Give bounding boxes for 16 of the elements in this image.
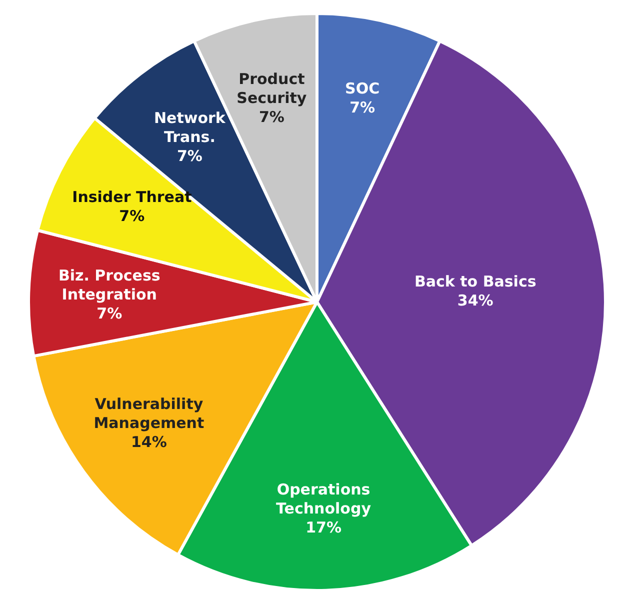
slice-label: Biz. Process Integration — [58, 266, 160, 304]
data-label: 7% — [258, 108, 284, 126]
slice-label: Insider Threat — [72, 188, 192, 206]
slice-label: Network Trans. — [154, 108, 226, 146]
data-label: 7% — [119, 207, 145, 226]
data-label: 7% — [96, 304, 122, 322]
slice-label: Vulnerability Management — [94, 394, 204, 432]
data-label: 14% — [131, 432, 167, 451]
slice-label: Operations Technology — [276, 480, 372, 518]
slice-label: Product Security — [236, 70, 307, 108]
data-label: 7% — [176, 146, 202, 165]
slice-label: SOC — [345, 80, 380, 98]
data-label: 7% — [350, 98, 376, 117]
slice-label: Back to Basics — [414, 272, 536, 290]
data-label: 17% — [306, 518, 342, 537]
data-label: 34% — [457, 291, 494, 310]
